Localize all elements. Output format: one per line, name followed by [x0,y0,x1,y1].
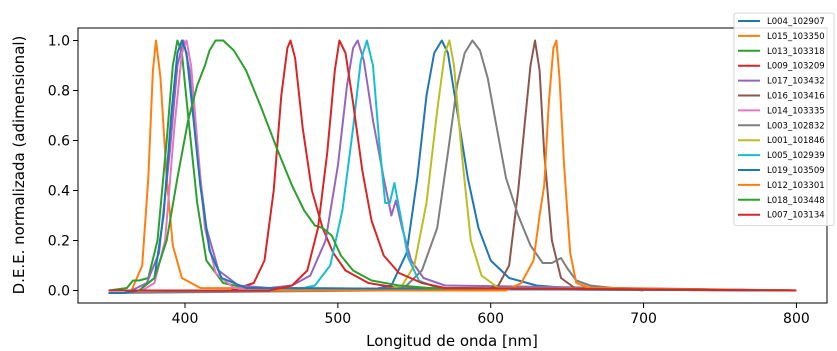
series-line-l007-103134 [108,39,797,292]
y-axis-label: D.E.E. normalizada (adimensional) [10,36,28,295]
x-axis-label: Longitud de onda [nm] [366,332,538,350]
series-line-l005-102939 [108,39,797,292]
series-line-l012-103301 [108,39,797,292]
y-tick-label: 0.8 [48,84,70,100]
y-axis: 0.0 0.2 0.4 0.6 0.8 1.0 [48,34,78,300]
series-line-l016-103416 [108,39,797,292]
x-tick-label: 600 [477,311,504,327]
x-tick-label: 500 [324,311,351,327]
x-tick-label: 400 [172,311,199,327]
series-line-l009-103209 [108,39,797,292]
y-tick-label: 0.4 [48,184,70,200]
legend-label: L015_103350 [767,32,825,42]
y-tick-label: 0.2 [48,234,70,250]
legend-label: L009_103209 [767,62,825,72]
legend-label: L007_103134 [767,211,825,221]
series-line-l014-103335 [108,39,797,292]
y-tick-label: 1.0 [48,34,70,50]
series-line-l003-102832 [108,39,644,294]
legend-label: L005_102939 [767,151,825,161]
legend-label: L013_103318 [767,47,825,57]
x-tick-label: 800 [783,311,810,327]
y-tick-label: 0.6 [48,134,70,150]
legend-label: L014_103335 [767,106,825,116]
legend-label: L012_103301 [767,181,825,191]
legend-label: L003_102832 [767,121,825,131]
legend-box [733,12,835,227]
legend-label: L016_103416 [767,92,825,102]
legend-label: L001_101846 [767,136,825,146]
series-line-l018-103448 [108,39,797,292]
series-line-l017-103432 [108,39,797,292]
x-axis: 400 500 600 700 800 [172,303,810,327]
legend: L004_102907 L015_103350 L013_103318 L009_10… [733,12,835,227]
legend-label: L004_102907 [767,17,825,27]
legend-label: L019_103509 [767,166,825,176]
legend-label: L017_103432 [767,77,825,87]
series-line-l015-103350 [108,39,797,292]
y-tick-label: 0.0 [48,284,70,300]
legend-label: L018_103448 [767,196,825,206]
series-line-l004-102907 [108,39,797,292]
x-tick-label: 700 [630,311,657,327]
series-layer [108,39,797,294]
series-line-l001-101846 [108,39,797,292]
